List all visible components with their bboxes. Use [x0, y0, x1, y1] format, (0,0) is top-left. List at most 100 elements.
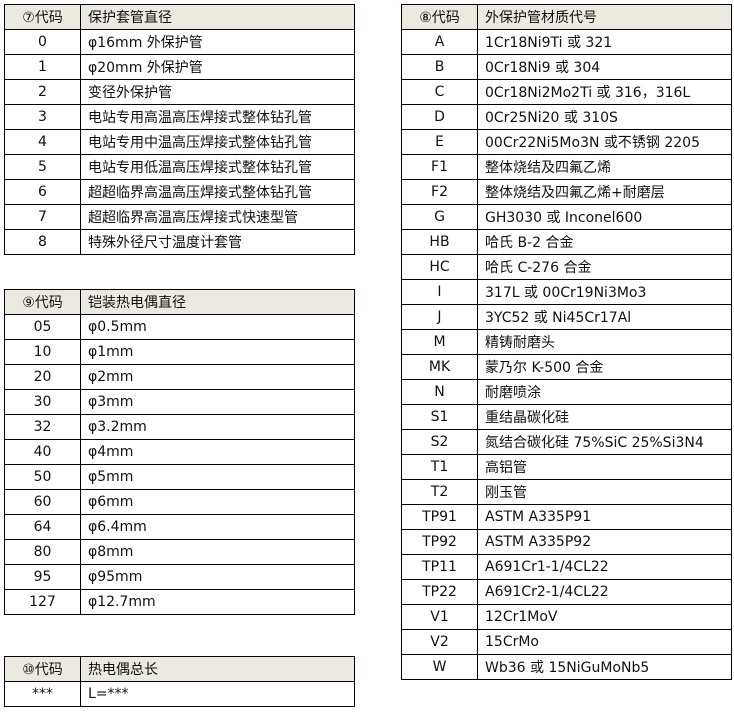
cell-code: 6	[4, 179, 81, 205]
cell-desc: 高铝管	[477, 454, 732, 480]
table-row: C 0Cr18Ni2Mo2Ti 或 316，316L	[401, 79, 732, 105]
table-row: 95 φ95mm	[4, 564, 355, 590]
table-row: 60 φ6mm	[4, 489, 355, 515]
cell-code: 0	[4, 29, 81, 55]
table-row: TP22 A691Cr2-1/4CL22	[401, 579, 732, 605]
cell-code: B	[401, 54, 478, 80]
cell-code: 40	[4, 439, 81, 465]
cell-code: 60	[4, 489, 81, 515]
table-row: 8 特殊外径尺寸温度计套管	[4, 229, 355, 255]
cell-code: F1	[401, 154, 478, 180]
cell-code: T2	[401, 479, 478, 505]
cell-desc: GH3030 或 Inconel600	[477, 204, 732, 230]
cell-code: HB	[401, 229, 478, 255]
cell-desc: φ5mm	[80, 464, 355, 490]
header-desc: 保护套管直径	[80, 4, 355, 30]
cell-desc: ASTM A335P91	[477, 504, 732, 530]
protection-sleeve-diameter-table: ⑦代码 保护套管直径 0 φ16mm 外保护管 1 φ20mm 外保护管 2 变径外保护管 3 电…	[4, 4, 355, 255]
cell-code: V1	[401, 604, 478, 630]
cell-code: 20	[4, 364, 81, 390]
cell-desc: 氮结合碳化硅 75%SiC 25%Si3N4	[477, 429, 732, 455]
cell-code: 8	[4, 229, 81, 255]
table-row: I 317L 或 00Cr19Ni3Mo3	[401, 279, 732, 305]
cell-code: 95	[4, 564, 81, 590]
table-row: 127 φ12.7mm	[4, 589, 355, 615]
cell-desc: A691Cr2-1/4CL22	[477, 579, 732, 605]
table-row: 7 超超临界高温高压焊接式快速型管	[4, 204, 355, 230]
cell-desc: 整体烧结及四氟乙烯+耐磨层	[477, 179, 732, 205]
cell-code: W	[401, 654, 478, 680]
table-header-row: ⑦代码 保护套管直径	[4, 4, 355, 30]
cell-desc: φ6mm	[80, 489, 355, 515]
cell-code: TP22	[401, 579, 478, 605]
cell-desc: φ0.5mm	[80, 314, 355, 340]
header-code: ⑩代码	[4, 656, 81, 682]
cell-code: TP91	[401, 504, 478, 530]
cell-desc: Wb36 或 15NiGuMoNb5	[477, 654, 732, 680]
cell-code: 30	[4, 389, 81, 415]
cell-desc: φ12.7mm	[80, 589, 355, 615]
table-row: J 3YC52 或 Ni45Cr17Al	[401, 304, 732, 330]
table-row: 30 φ3mm	[4, 389, 355, 415]
cell-desc: φ8mm	[80, 539, 355, 565]
cell-code: S2	[401, 429, 478, 455]
table-row: E 00Cr22Ni5Mo3N 或不锈钢 2205	[401, 129, 732, 155]
table-header-row: ⑩代码 热电偶总长	[4, 656, 355, 682]
cell-code: T1	[401, 454, 478, 480]
table-row: 4 电站专用中温高压焊接式整体钻孔管	[4, 129, 355, 155]
table-row: 3 电站专用高温高压焊接式整体钻孔管	[4, 104, 355, 130]
cell-desc: 1Cr18Ni9Ti 或 321	[477, 29, 732, 55]
cell-desc: 重结晶碳化硅	[477, 404, 732, 430]
table-row: 2 变径外保护管	[4, 79, 355, 105]
table-row: HC 哈氏 C-276 合金	[401, 254, 732, 280]
table-row: B 0Cr18Ni9 或 304	[401, 54, 732, 80]
table-row: W Wb36 或 15NiGuMoNb5	[401, 654, 732, 680]
cell-code: 2	[4, 79, 81, 105]
cell-code: 5	[4, 154, 81, 180]
table-row: F2 整体烧结及四氟乙烯+耐磨层	[401, 179, 732, 205]
cell-desc: φ3.2mm	[80, 414, 355, 440]
table-row: 50 φ5mm	[4, 464, 355, 490]
table-row: 10 φ1mm	[4, 339, 355, 365]
cell-desc: 特殊外径尺寸温度计套管	[80, 229, 355, 255]
cell-desc: 12Cr1MoV	[477, 604, 732, 630]
table-row: 80 φ8mm	[4, 539, 355, 565]
cell-code: 1	[4, 54, 81, 80]
cell-desc: A691Cr1-1/4CL22	[477, 554, 732, 580]
table-row: TP92 ASTM A335P92	[401, 529, 732, 555]
table-row: 64 φ6.4mm	[4, 514, 355, 540]
cell-code: MK	[401, 354, 478, 380]
table-header-row: ⑨代码 铠装热电偶直径	[4, 289, 355, 315]
cell-desc: 0Cr18Ni2Mo2Ti 或 316，316L	[477, 79, 732, 105]
cell-code: D	[401, 104, 478, 130]
cell-desc: 耐磨喷涂	[477, 379, 732, 405]
table-row: 1 φ20mm 外保护管	[4, 54, 355, 80]
armored-thermocouple-diameter-table: ⑨代码 铠装热电偶直径 05 φ0.5mm 10 φ1mm 20 φ2mm 30 φ3mm 32 φ3…	[4, 289, 355, 615]
cell-desc: 0Cr25Ni20 或 310S	[477, 104, 732, 130]
cell-code: N	[401, 379, 478, 405]
table-row: *** L=***	[4, 681, 355, 707]
cell-code: HC	[401, 254, 478, 280]
header-code: ⑧代码	[401, 4, 478, 30]
cell-desc: 3YC52 或 Ni45Cr17Al	[477, 304, 732, 330]
cell-code: 4	[4, 129, 81, 155]
cell-desc: 蒙乃尔 K-500 合金	[477, 354, 732, 380]
table-row: 20 φ2mm	[4, 364, 355, 390]
cell-desc: 刚玉管	[477, 479, 732, 505]
cell-desc: 电站专用高温高压焊接式整体钻孔管	[80, 104, 355, 130]
cell-desc: φ95mm	[80, 564, 355, 590]
header-code: ⑦代码	[4, 4, 81, 30]
table-row: N 耐磨喷涂	[401, 379, 732, 405]
cell-desc: 电站专用低温高压焊接式整体钻孔管	[80, 154, 355, 180]
cell-code: 10	[4, 339, 81, 365]
cell-desc: φ16mm 外保护管	[80, 29, 355, 55]
header-code: ⑨代码	[4, 289, 81, 315]
cell-desc: 0Cr18Ni9 或 304	[477, 54, 732, 80]
cell-code: S1	[401, 404, 478, 430]
cell-desc: 哈氏 B-2 合金	[477, 229, 732, 255]
table-row: M 精铸耐磨头	[401, 329, 732, 355]
cell-code: E	[401, 129, 478, 155]
table-row: 32 φ3.2mm	[4, 414, 355, 440]
table-row: D 0Cr25Ni20 或 310S	[401, 104, 732, 130]
cell-code: I	[401, 279, 478, 305]
